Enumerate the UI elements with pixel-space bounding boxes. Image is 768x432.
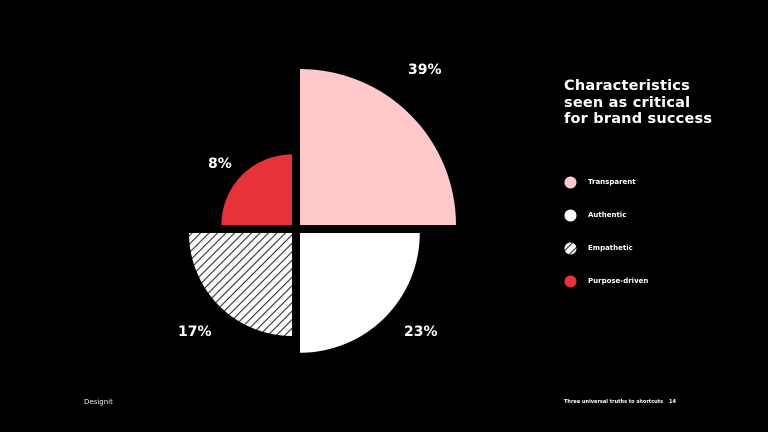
footer-caption: Three universal truths to shortcuts: [564, 399, 664, 405]
legend-swatch-authentic: [564, 209, 577, 221]
value-label-empathetic: 17%: [178, 324, 212, 340]
legend-swatch-transparent: [564, 176, 577, 188]
legend-label-authentic: Authentic: [588, 211, 627, 219]
slice-empathetic: [189, 233, 292, 336]
page-number: 14: [669, 399, 676, 405]
chart-title: Characteristics seen as critical for bra…: [564, 78, 713, 127]
slice-authentic: [300, 233, 420, 353]
slice-transparent: [300, 69, 456, 225]
value-label-authentic: 23%: [404, 324, 438, 340]
chart-legend: Transparent Authentic Empathetic Purpose…: [564, 174, 744, 306]
legend-swatch-purpose-driven: [564, 275, 577, 287]
legend-item-transparent: Transparent: [564, 174, 744, 190]
legend-swatch-empathetic: [564, 242, 577, 254]
value-label-transparent: 39%: [408, 62, 442, 78]
footer-brand-logo: Designit: [84, 398, 113, 406]
slice-purpose-driven: [221, 154, 292, 225]
legend-label-empathetic: Empathetic: [588, 244, 633, 252]
value-label-purpose-driven: 8%: [208, 156, 232, 172]
legend-item-purpose-driven: Purpose-driven: [564, 273, 744, 289]
legend-item-empathetic: Empathetic: [564, 240, 744, 256]
legend-label-transparent: Transparent: [588, 178, 636, 186]
legend-item-authentic: Authentic: [564, 207, 744, 223]
legend-label-purpose-driven: Purpose-driven: [588, 277, 649, 285]
